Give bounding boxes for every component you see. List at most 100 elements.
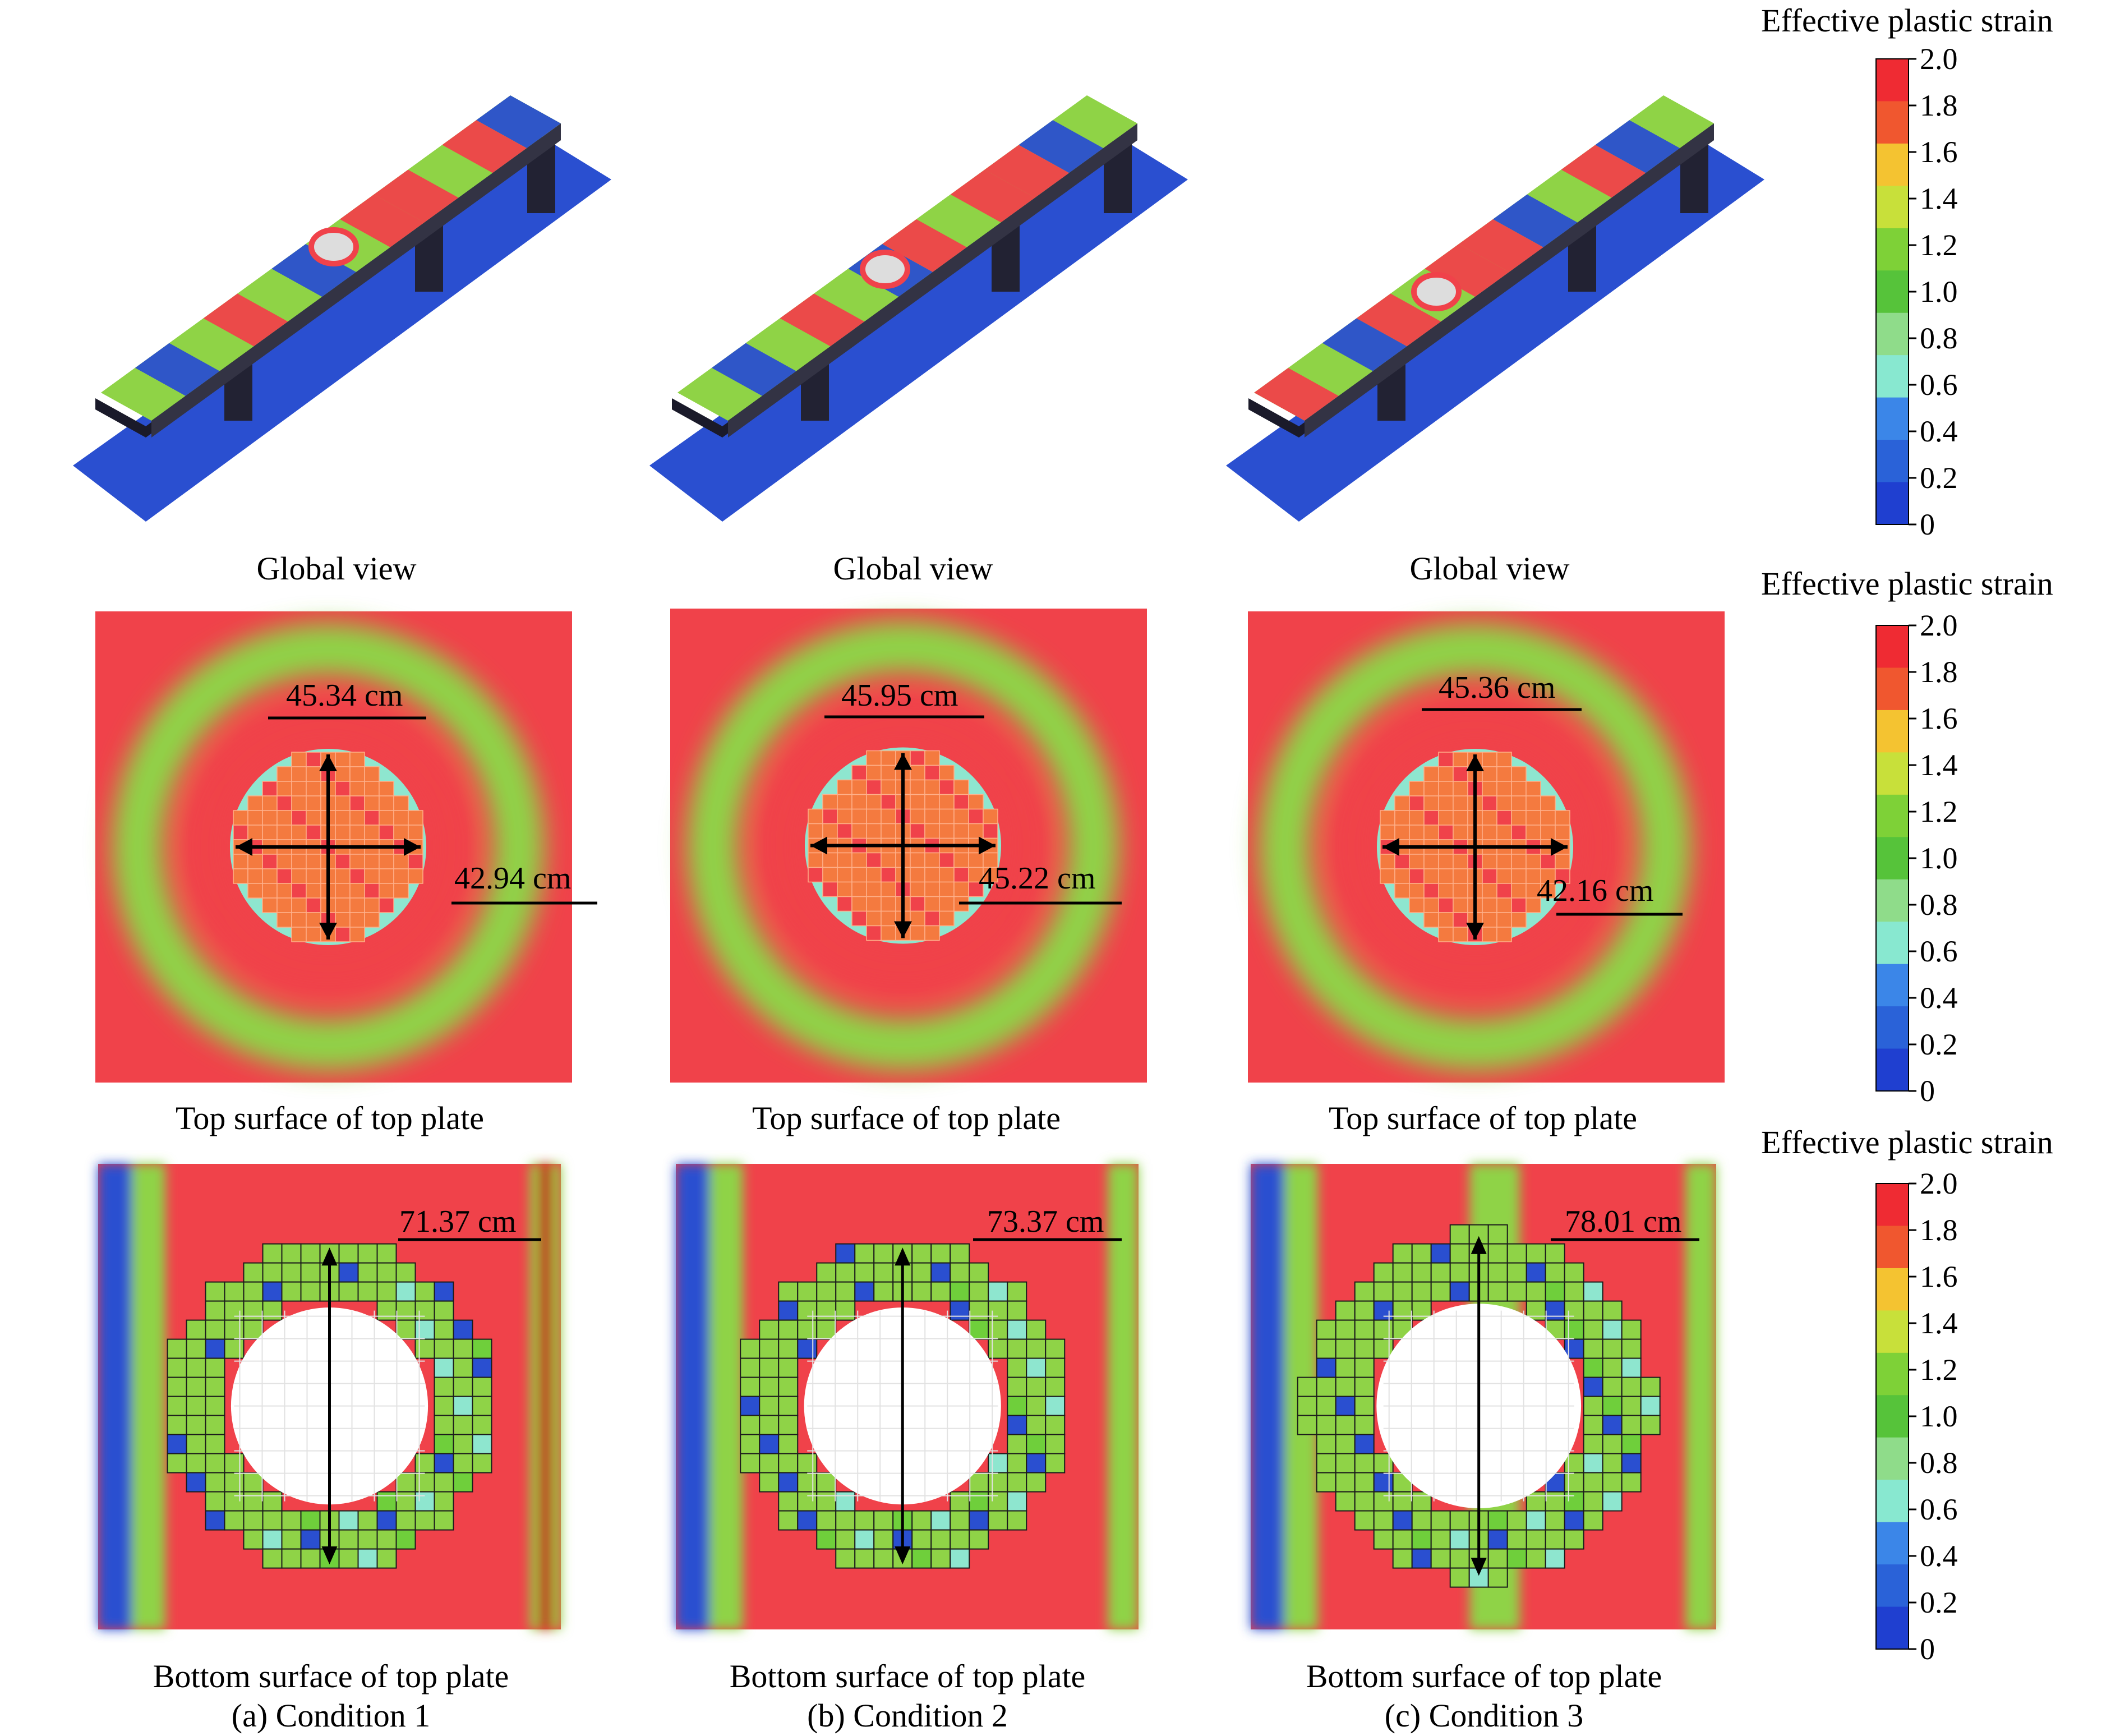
- meas-top-h-3: 45.36 cm: [1439, 670, 1556, 705]
- legend-tick-label: 0.8: [1920, 888, 1958, 922]
- meas-top-h-1: 45.34 cm: [286, 678, 403, 713]
- meas-bottom-3: 78.01 cm: [1565, 1204, 1682, 1239]
- legend-tick-label: 0.2: [1920, 1586, 1958, 1619]
- caption-top-3: Top surface of top plate: [1329, 1100, 1637, 1136]
- legend-swatch: [1876, 879, 1909, 923]
- legend-tick-label: 0.2: [1920, 461, 1958, 495]
- caption-global-1: Global view: [256, 550, 417, 587]
- legend-tick-label: 1.4: [1920, 748, 1958, 782]
- legend-swatch: [1876, 1606, 1909, 1650]
- bottom-surface-panel-3: [1251, 1164, 1716, 1629]
- legend-tick-label: 1.0: [1920, 841, 1958, 875]
- legend-tick-label: 1.0: [1920, 1399, 1958, 1433]
- legend-swatch: [1876, 752, 1909, 795]
- legend-swatch: [1876, 625, 1909, 669]
- legend-tick-label: 0.6: [1920, 368, 1958, 402]
- legend-swatch: [1876, 228, 1909, 271]
- legend-tick-label: 1.2: [1920, 1353, 1958, 1387]
- legend-tick-label: 2.0: [1920, 609, 1958, 642]
- legend-swatch: [1876, 1480, 1909, 1523]
- legend-tick-label: 2.0: [1920, 42, 1958, 76]
- legend-colorbar-1: [1875, 58, 1916, 526]
- legend-tick-label: 0.2: [1920, 1028, 1958, 1061]
- legend-tick-label: 0: [1920, 508, 1935, 541]
- legend-swatch: [1876, 922, 1909, 965]
- legend-swatch: [1876, 964, 1909, 1007]
- legend-swatch: [1876, 667, 1909, 711]
- legend-tick-label: 1.2: [1920, 795, 1958, 828]
- legend-swatch: [1876, 1006, 1909, 1049]
- condition-label-2: (b) Condition 2: [807, 1697, 1008, 1734]
- legend-swatch: [1876, 794, 1909, 838]
- legend-tick-label: 0: [1920, 1632, 1935, 1666]
- legend-tick-label: 1.8: [1920, 655, 1958, 689]
- caption-global-2: Global view: [833, 550, 993, 587]
- legend-tick-label: 1.0: [1920, 275, 1958, 308]
- condition-label-1: (a) Condition 1: [231, 1697, 431, 1734]
- legend-swatch: [1876, 837, 1909, 880]
- legend-tick-label: 0.4: [1920, 1539, 1958, 1573]
- legend-tick-label: 0.6: [1920, 934, 1958, 968]
- legend-swatch: [1876, 59, 1909, 102]
- caption-global-3: Global view: [1409, 550, 1570, 587]
- legend-tick-label: 0.4: [1920, 981, 1958, 1015]
- legend-tick-label: 0.8: [1920, 321, 1958, 355]
- bottom-surface-panel-2: [676, 1164, 1139, 1629]
- legend-swatch: [1876, 440, 1909, 483]
- global-view-1: [73, 95, 611, 522]
- legend-swatch: [1876, 270, 1909, 314]
- legend-swatch: [1876, 1352, 1909, 1396]
- legend-tick-label: 0: [1920, 1074, 1935, 1108]
- legend-tick-label: 1.4: [1920, 1306, 1958, 1340]
- caption-top-2: Top surface of top plate: [752, 1100, 1061, 1136]
- legend-tick-label: 0.6: [1920, 1493, 1958, 1526]
- legend-tick-label: 1.2: [1920, 228, 1958, 262]
- legend-tick-label: 1.6: [1920, 135, 1958, 169]
- legend-tick-label: 1.4: [1920, 182, 1958, 215]
- legend-tick-label: 0.4: [1920, 415, 1958, 448]
- caption-bottom-2: Bottom surface of top plate: [729, 1658, 1086, 1694]
- legend-tick-label: 1.6: [1920, 702, 1958, 735]
- caption-top-1: Top surface of top plate: [176, 1100, 484, 1136]
- legend-colorbar-2: [1875, 624, 1916, 1092]
- caption-bottom-3: Bottom surface of top plate: [1306, 1658, 1662, 1694]
- condition-label-3: (c) Condition 3: [1384, 1697, 1584, 1734]
- legend-swatch: [1876, 101, 1909, 144]
- global-view-3: [1226, 95, 1764, 522]
- legend-swatch: [1876, 1310, 1909, 1353]
- legend-title-2: Effective plastic strain: [1761, 565, 2053, 602]
- legend-swatch: [1876, 710, 1909, 753]
- bottom-surface-panel-1: [98, 1164, 561, 1629]
- legend-swatch: [1876, 397, 1909, 441]
- caption-bottom-1: Bottom surface of top plate: [153, 1658, 509, 1694]
- top-surface-panel-3: [1248, 611, 1725, 1083]
- legend-tick-label: 1.6: [1920, 1260, 1958, 1293]
- legend-swatch: [1876, 1395, 1909, 1438]
- legend-swatch: [1876, 1226, 1909, 1269]
- legend-swatch: [1876, 143, 1909, 187]
- legend-swatch: [1876, 482, 1909, 525]
- legend-title-1: Effective plastic strain: [1761, 2, 2053, 39]
- legend-swatch: [1876, 1048, 1909, 1092]
- legend-swatch: [1876, 1522, 1909, 1565]
- meas-top-v-3: 42.16 cm: [1537, 873, 1654, 908]
- legend-swatch: [1876, 355, 1909, 398]
- legend-tick-label: 2.0: [1920, 1167, 1958, 1200]
- legend-tick-label: 0.8: [1920, 1446, 1958, 1480]
- legend-swatch: [1876, 312, 1909, 356]
- legend-swatch: [1876, 1268, 1909, 1311]
- meas-top-v-1: 42.94 cm: [454, 861, 572, 896]
- meas-bottom-2: 73.37 cm: [987, 1204, 1104, 1239]
- legend-title-3: Effective plastic strain: [1761, 1124, 2053, 1161]
- legend-tick-label: 1.8: [1920, 1213, 1958, 1247]
- top-surface-panel-1: [95, 611, 572, 1083]
- legend-colorbar-3: [1875, 1182, 1916, 1650]
- meas-top-v-2: 45.22 cm: [979, 861, 1096, 896]
- meas-bottom-1: 71.37 cm: [399, 1204, 517, 1239]
- legend-tick-label: 1.8: [1920, 89, 1958, 122]
- legend-swatch: [1876, 186, 1909, 229]
- legend-swatch: [1876, 1564, 1909, 1608]
- meas-top-h-2: 45.95 cm: [841, 678, 958, 713]
